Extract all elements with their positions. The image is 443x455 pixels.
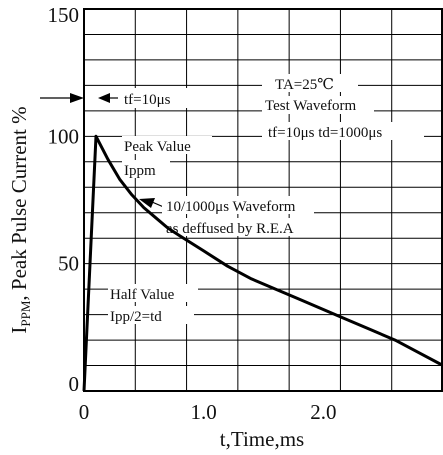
y-tick-label: 100 (48, 124, 80, 148)
tf-arrow-right-head (98, 93, 110, 103)
y-axis-title: IPPM, Peak Pulse Current % (7, 106, 33, 333)
deffused-annotation: as deffused by R.E.A (166, 221, 294, 237)
ipp2-annotation: Ipp/2=td (110, 309, 162, 325)
tf-annotation: tf=10μs (124, 92, 171, 108)
y-axis-title-sub: PPM (18, 300, 33, 326)
annotations: tf=10μs TA=25℃ Test Waveform tf=10μs td=… (40, 74, 424, 325)
x-tick-label: 2.0 (310, 400, 336, 424)
x-tick-label: 1.0 (191, 400, 217, 424)
x-axis-title: t,Time,ms (220, 427, 304, 451)
waveform-pointer-head (139, 198, 155, 208)
y-tick-labels: 0 50 100 150 (48, 3, 80, 396)
test-waveform-annotation: Test Waveform (265, 98, 357, 114)
y-tick-label: 150 (48, 3, 80, 27)
y-axis-title-main: I (7, 327, 31, 334)
series-line (82, 134, 443, 392)
x-tick-label: 0 (79, 400, 90, 424)
tf-arrow-left-head (70, 93, 84, 103)
peak-value-annotation: Peak Value (124, 139, 191, 155)
half-value-annotation: Half Value (110, 287, 175, 303)
y-axis-title-rest: , Peak Pulse Current % (7, 106, 31, 300)
y-tick-label: 50 (58, 252, 79, 276)
x-tick-labels: 0 1.0 2.0 (79, 400, 337, 424)
waveform-annotation: 10/1000μs Waveform (166, 199, 296, 215)
ta-annotation: TA=25℃ (275, 77, 334, 93)
tf-td-annotation: tf=10μs td=1000μs (268, 125, 382, 141)
y-tick-label: 0 (69, 372, 80, 396)
plot-frame (83, 8, 443, 392)
ippm-annotation: Ippm (124, 163, 156, 179)
